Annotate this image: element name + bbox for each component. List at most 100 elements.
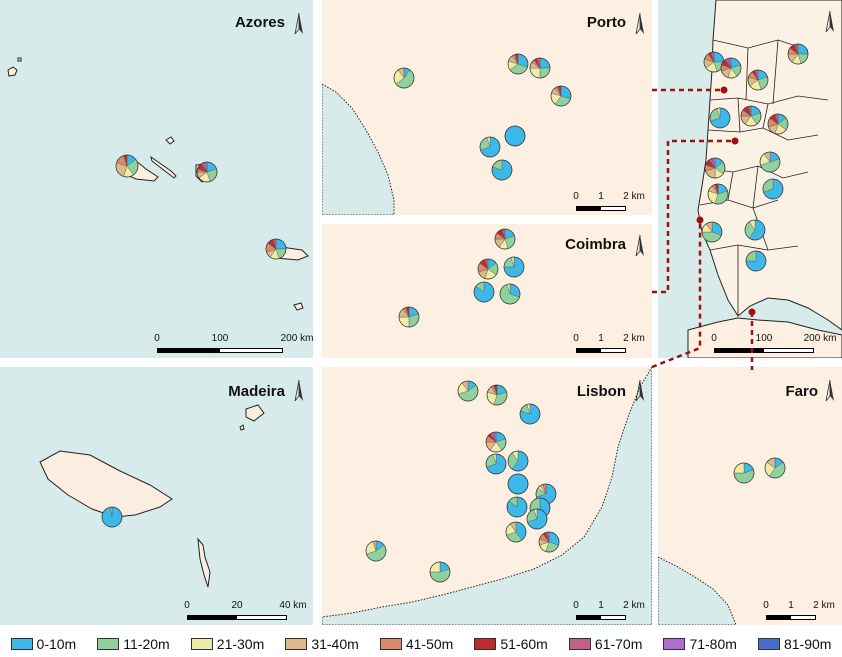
panel-title-madeira: Madeira — [228, 383, 285, 400]
pie-chart — [115, 154, 139, 178]
pie-chart — [550, 85, 572, 107]
pie-outline — [457, 380, 479, 402]
pie-outline — [519, 403, 541, 425]
panel-title-azores: Azores — [234, 14, 285, 31]
pie-chart — [526, 508, 548, 530]
panel-title-porto: Porto — [586, 14, 626, 31]
legend: 0-10m 11-20m 21-30m 31-40m 41-50m 51-60m 61-70… — [0, 630, 842, 657]
pie-chart — [744, 219, 766, 241]
madeira-pies — [101, 506, 123, 528]
pie-outline — [429, 561, 451, 583]
pie-outline — [720, 57, 742, 79]
pie-chart — [747, 69, 769, 91]
pie-outline — [740, 105, 762, 127]
scale-label: 20 — [231, 600, 243, 611]
legend-label: 21-30m — [216, 635, 265, 652]
azores-pies — [115, 154, 287, 260]
scale-label: 200 km — [280, 333, 313, 344]
legend-swatch — [285, 637, 308, 650]
faro-map — [658, 367, 842, 625]
pie-outline — [504, 125, 526, 147]
legend-item: 61-70m — [568, 636, 642, 652]
pie-outline — [115, 154, 139, 178]
pie-chart — [499, 283, 521, 305]
scale-label: 2 km — [813, 600, 835, 611]
pie-chart — [759, 151, 781, 173]
pie-chart — [479, 136, 501, 158]
pie-outline — [529, 57, 551, 79]
pie-chart — [485, 453, 507, 475]
legend-label: 81-90m — [783, 635, 832, 652]
legend-label: 71-80m — [689, 635, 737, 652]
pie-chart — [507, 53, 529, 75]
pie-outline — [398, 306, 420, 328]
pie-outline — [265, 238, 287, 260]
map-panel-coimbra: Coimbra 0 1 2 km — [322, 224, 652, 358]
legend-item: 31-40m — [285, 636, 359, 652]
pie-outline — [473, 281, 495, 303]
scale-label: 0 — [573, 333, 579, 344]
pie-outline — [762, 178, 784, 200]
scale-label: 1 — [598, 191, 604, 202]
scale-label: 1 — [598, 600, 604, 611]
pie-outline — [550, 85, 572, 107]
north-arrow-icon — [634, 379, 646, 403]
pie-chart — [538, 531, 560, 553]
scale-label: 0 — [184, 600, 190, 611]
legend-item: 11-20m — [97, 635, 170, 652]
pie-outline — [503, 256, 525, 278]
pie-outline — [759, 151, 781, 173]
pie-outline — [507, 450, 529, 472]
pie-outline — [477, 258, 499, 280]
pie-outline — [365, 540, 387, 562]
legend-swatch — [663, 637, 686, 650]
legend-item: 0-10m — [10, 635, 77, 652]
pie-outline — [764, 457, 786, 479]
north-arrow-icon — [824, 10, 836, 34]
scale-label: 200 km — [803, 333, 837, 344]
pie-chart — [101, 506, 123, 528]
north-arrow-icon — [634, 12, 646, 36]
pie-chart — [494, 228, 516, 250]
pie-chart — [457, 380, 479, 402]
mainland-map — [658, 0, 842, 358]
pie-chart — [504, 125, 526, 147]
pie-outline — [494, 228, 516, 250]
panel-title-lisbon: Lisbon — [576, 383, 626, 400]
porto-map — [322, 0, 652, 215]
scale-label: 100 — [755, 333, 773, 344]
pie-outline — [787, 43, 809, 65]
pie-outline — [709, 107, 731, 129]
lisbon-map — [322, 367, 652, 625]
pie-outline — [486, 384, 508, 406]
pie-chart — [507, 450, 529, 472]
pie-chart — [503, 256, 525, 278]
pie-chart — [787, 43, 809, 65]
pie-outline — [744, 219, 766, 241]
pie-outline — [485, 453, 507, 475]
legend-swatch — [10, 637, 33, 650]
madeira-map — [0, 367, 313, 625]
pie-chart — [745, 250, 767, 272]
map-panel-faro: Faro 0 1 2 km — [658, 367, 842, 625]
legend-item: 71-80m — [663, 635, 737, 652]
legend-label: 0-10m — [36, 635, 77, 652]
legend-swatch — [97, 637, 120, 650]
pie-chart — [365, 540, 387, 562]
pie-outline — [745, 250, 767, 272]
pie-chart — [505, 521, 527, 543]
legend-swatch — [379, 637, 402, 650]
panel-title-coimbra: Coimbra — [565, 236, 626, 253]
pie-chart — [762, 178, 784, 200]
north-arrow-icon — [293, 12, 305, 36]
azores-map — [0, 0, 313, 358]
scale-label: 100 — [211, 333, 229, 344]
pie-chart — [473, 281, 495, 303]
pie-chart — [767, 113, 789, 135]
scale-label: 0 — [154, 333, 160, 344]
pie-chart — [733, 462, 755, 484]
pie-outline — [526, 508, 548, 530]
north-arrow-icon — [634, 234, 646, 258]
legend-label: 11-20m — [123, 635, 170, 652]
pie-outline — [505, 521, 527, 543]
